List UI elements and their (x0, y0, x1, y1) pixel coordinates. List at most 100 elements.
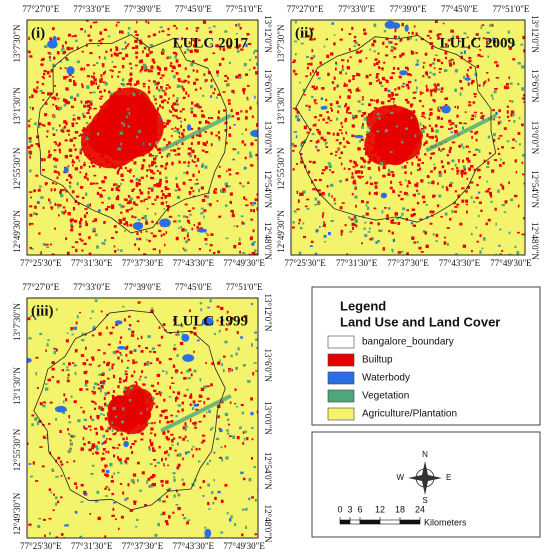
pixel (370, 151, 373, 155)
pixel (224, 340, 228, 344)
pixel (159, 171, 162, 175)
pixel (447, 161, 450, 165)
pixel (461, 159, 465, 163)
pixel (133, 440, 137, 443)
pixel (143, 362, 147, 366)
pixel (256, 410, 258, 414)
pixel (28, 191, 33, 193)
pixel (177, 80, 182, 83)
pixel (207, 122, 211, 124)
pixel (245, 507, 248, 511)
pixel (224, 30, 228, 33)
pixel (45, 349, 47, 352)
pixel (243, 63, 247, 67)
pixel (138, 189, 142, 192)
pixel (391, 248, 394, 252)
pixel (296, 111, 300, 114)
pixel (134, 39, 138, 43)
pixel (463, 171, 467, 175)
left-coord: 13°7'30"N (12, 303, 22, 341)
pixel (55, 92, 58, 97)
pixel (473, 93, 477, 95)
pixel (212, 501, 215, 505)
pixel (206, 397, 210, 400)
pixel (106, 438, 108, 440)
pixel (385, 79, 389, 83)
pixel (68, 133, 70, 136)
pixel (147, 422, 151, 425)
scale-unit: Kilometers (424, 517, 467, 527)
pixel (294, 21, 297, 24)
pixel (146, 238, 148, 241)
pixel (55, 183, 58, 185)
pixel (254, 49, 258, 52)
pixel (94, 149, 98, 153)
pixel (103, 28, 108, 31)
pixel (393, 162, 396, 166)
pixel (111, 475, 114, 479)
pixel (125, 375, 128, 380)
pixel (373, 40, 377, 43)
bottom-coord: 77°43'30"E (173, 258, 215, 268)
pixel (459, 222, 463, 226)
pixel (189, 309, 192, 313)
pixel (70, 327, 74, 330)
pixel (86, 20, 89, 22)
pixel (240, 336, 243, 339)
pixel (301, 141, 304, 144)
left-coord: 13°1'30"N (276, 87, 286, 125)
pixel (459, 92, 462, 96)
pixel (149, 44, 154, 47)
pixel (129, 72, 133, 76)
pixel (28, 120, 31, 122)
pixel (429, 37, 432, 40)
pixel (141, 94, 144, 98)
pixel (31, 414, 35, 417)
pixel (105, 125, 109, 128)
pixel (35, 174, 39, 177)
pixel (392, 238, 395, 243)
pixel (38, 188, 41, 192)
pixel (48, 422, 51, 425)
pixel (347, 142, 351, 145)
pixel (331, 195, 333, 198)
pixel (430, 93, 433, 97)
pixel (92, 401, 96, 404)
pixel (326, 184, 329, 188)
pixel (83, 371, 87, 375)
pixel (197, 460, 201, 463)
pixel (378, 128, 381, 131)
pixel (254, 139, 257, 141)
pixel (97, 349, 101, 352)
legend-swatch (327, 389, 355, 403)
right-coord: 12°48'0"N (263, 505, 273, 543)
pixel (111, 394, 115, 397)
pixel (210, 43, 213, 46)
pixel (300, 143, 303, 147)
pixel (66, 376, 70, 379)
pixel (432, 88, 436, 92)
pixel (184, 451, 188, 455)
pixel (175, 489, 178, 493)
pixel (160, 164, 164, 168)
pixel (295, 163, 299, 165)
pixel (76, 46, 79, 50)
pixel (79, 148, 82, 151)
pixel (357, 43, 361, 46)
pixel (335, 100, 339, 105)
legend-label: Vegetation (362, 391, 409, 402)
pixel (79, 223, 82, 227)
pixel (200, 110, 204, 113)
pixel (295, 114, 299, 119)
pixel (178, 227, 180, 230)
pixel (70, 175, 73, 179)
pixel (456, 105, 459, 110)
pixel (111, 157, 116, 160)
pixel (92, 75, 95, 79)
pixel (164, 67, 168, 71)
pixel (135, 177, 139, 181)
pixel (492, 109, 495, 112)
pixel (91, 334, 95, 337)
pixel (410, 116, 413, 119)
left-coord: 12°55'30"N (12, 147, 22, 190)
